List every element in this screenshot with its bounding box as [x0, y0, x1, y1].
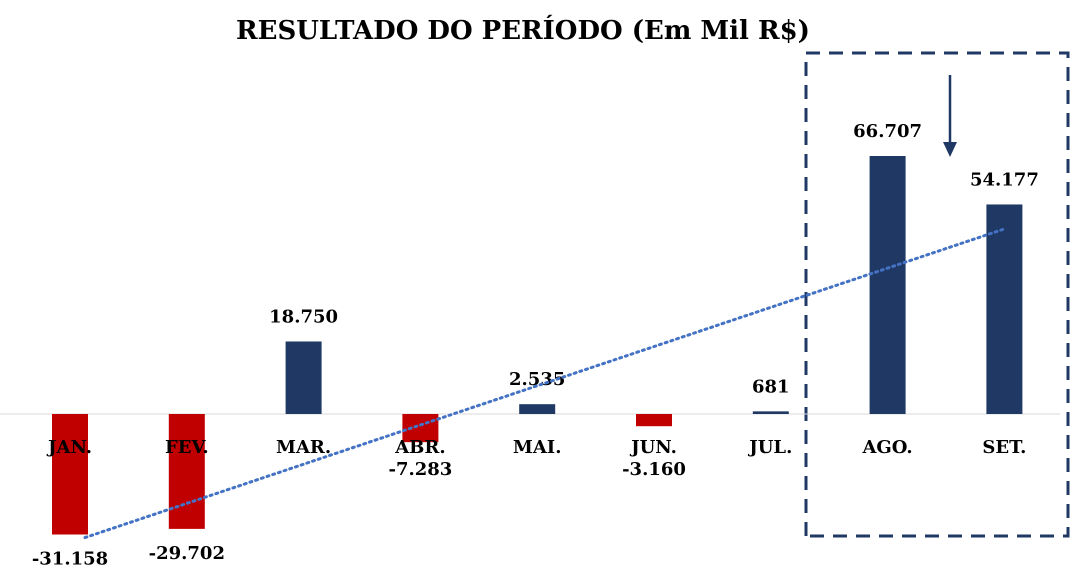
- x-tick-label: MAI.: [513, 437, 562, 458]
- chart-title: RESULTADO DO PERÍODO (Em Mil R$): [236, 14, 810, 46]
- trendline: [83, 227, 1006, 540]
- x-tick-label: JUN.: [629, 437, 677, 458]
- bar: [519, 404, 556, 414]
- data-label: 18.750: [269, 306, 338, 327]
- data-label: -3.160: [622, 459, 686, 480]
- bar: [986, 204, 1023, 414]
- x-tick-label: FEV.: [165, 437, 209, 458]
- x-tick-label: JUL.: [747, 437, 792, 458]
- x-tick-label: AGO.: [861, 437, 912, 458]
- bar: [869, 156, 906, 414]
- x-tick-label: JAN.: [46, 437, 92, 458]
- data-label: 54.177: [970, 169, 1039, 190]
- data-label: -7.283: [388, 459, 452, 480]
- data-label: 66.707: [853, 121, 922, 142]
- data-label: 681: [752, 376, 790, 397]
- data-label: -29.702: [149, 543, 225, 564]
- bar: [285, 341, 322, 414]
- x-tick-label: MAR.: [276, 437, 331, 458]
- bar: [168, 414, 205, 529]
- x-tick-label: ABR.: [394, 437, 445, 458]
- bar: [52, 414, 88, 535]
- x-tick-label: SET.: [982, 437, 1026, 458]
- bar: [636, 414, 672, 427]
- data-label: -31.158: [32, 549, 108, 570]
- arrow-head: [943, 142, 957, 157]
- data-label: 2.535: [509, 369, 565, 390]
- bar: [752, 411, 789, 414]
- highlight-box: [804, 51, 1070, 538]
